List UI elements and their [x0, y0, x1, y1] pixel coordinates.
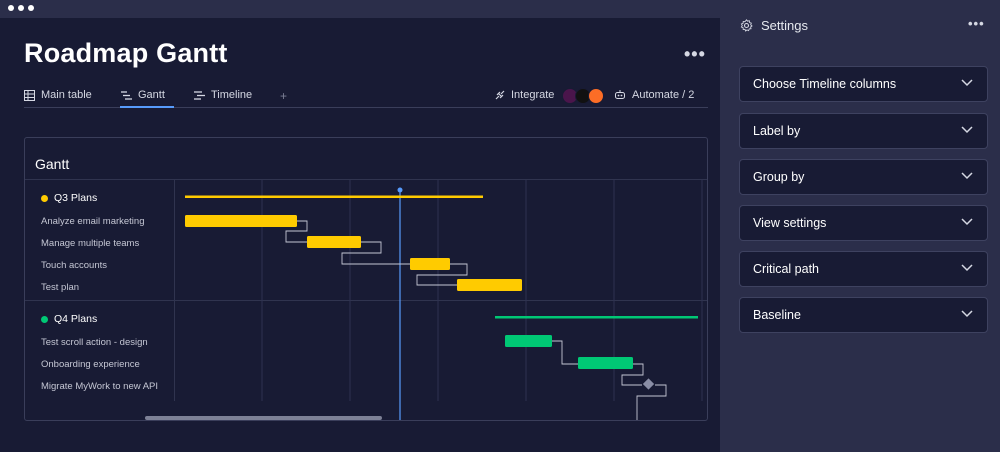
- robot-icon: [615, 90, 625, 99]
- window-dot-icon[interactable]: [8, 5, 14, 11]
- active-tab-indicator: [120, 106, 174, 108]
- settings-section-view-settings[interactable]: View settings: [739, 205, 988, 241]
- today-marker-dot: [397, 187, 403, 193]
- tab-label: Timeline: [211, 89, 253, 101]
- milestone-diamond[interactable]: [642, 378, 655, 390]
- group-summary-bar-q4[interactable]: [495, 316, 698, 319]
- group-label-q3[interactable]: Q3 Plans: [41, 192, 97, 204]
- integrate-button[interactable]: Integrate: [494, 89, 554, 101]
- section-label: Critical path: [753, 262, 819, 276]
- header-divider: [25, 179, 707, 180]
- window-dot-icon[interactable]: [18, 5, 24, 11]
- gantt-icon: [121, 90, 132, 100]
- chevron-down-icon: [961, 264, 973, 272]
- section-label: Group by: [753, 170, 805, 184]
- gitlab-icon: [588, 88, 604, 104]
- chevron-down-icon: [961, 218, 973, 226]
- task-bar[interactable]: [410, 258, 450, 270]
- task-bar[interactable]: [578, 357, 633, 369]
- settings-header: Settings: [740, 16, 808, 34]
- window-controls[interactable]: [8, 5, 34, 11]
- chevron-down-icon: [961, 310, 973, 318]
- gantt-chart-area[interactable]: [25, 138, 708, 421]
- integrate-label: Integrate: [511, 89, 555, 101]
- tab-timeline[interactable]: Timeline: [194, 89, 252, 101]
- settings-section-baseline[interactable]: Baseline: [739, 297, 988, 333]
- chevron-down-icon: [961, 172, 973, 180]
- gantt-title: Gantt: [35, 156, 70, 172]
- item-label[interactable]: Test plan: [41, 282, 80, 293]
- task-bar[interactable]: [457, 279, 522, 291]
- tab-gantt[interactable]: Gantt: [121, 89, 165, 101]
- item-label[interactable]: Analyze email marketing: [41, 216, 145, 227]
- section-label: Label by: [753, 124, 801, 138]
- integrate-icon: [495, 90, 505, 100]
- horizontal-scrollbar[interactable]: [145, 416, 382, 420]
- group-summary-bar-q3[interactable]: [185, 195, 483, 199]
- label-column-divider: [174, 179, 175, 401]
- tab-main-table[interactable]: Main table: [24, 89, 92, 101]
- group-name: Q3 Plans: [54, 192, 98, 204]
- group-divider: [25, 300, 707, 301]
- more-options-icon[interactable]: •••: [684, 44, 706, 64]
- add-view-button[interactable]: +: [280, 89, 288, 103]
- section-label: Baseline: [753, 308, 801, 322]
- automate-button[interactable]: Automate / 2: [614, 89, 694, 101]
- timeline-icon: [194, 90, 205, 100]
- item-label[interactable]: Manage multiple teams: [41, 238, 140, 249]
- settings-title: Settings: [761, 17, 808, 33]
- task-bar[interactable]: [505, 335, 552, 347]
- page-title: Roadmap Gantt: [24, 38, 228, 68]
- view-tabs: Main table Gantt Timeline +: [24, 86, 708, 108]
- integration-logos[interactable]: [562, 88, 604, 104]
- chevron-down-icon: [961, 79, 973, 87]
- task-bar[interactable]: [307, 236, 361, 248]
- window-dot-icon[interactable]: [28, 5, 34, 11]
- automate-label: Automate / 2: [632, 89, 695, 101]
- section-label: View settings: [753, 216, 827, 230]
- group-color-dot: [41, 194, 48, 202]
- tab-label: Main table: [41, 89, 92, 101]
- dependency-lines: [285, 220, 667, 420]
- item-label[interactable]: Touch accounts: [41, 260, 108, 271]
- section-label: Choose Timeline columns: [753, 77, 897, 91]
- item-label[interactable]: Migrate MyWork to new API: [41, 381, 159, 392]
- task-bar[interactable]: [185, 215, 297, 227]
- item-label[interactable]: Test scroll action - design: [41, 337, 148, 348]
- chevron-down-icon: [961, 126, 973, 134]
- gantt-widget: Gantt Q3 Plans Analyze email marketing M…: [24, 137, 708, 421]
- settings-more-icon[interactable]: •••: [968, 16, 985, 31]
- settings-section-critical-path[interactable]: Critical path: [739, 251, 988, 287]
- settings-panel: Settings ••• Choose Timeline columns Lab…: [720, 0, 1000, 452]
- group-name: Q4 Plans: [54, 313, 98, 325]
- main-pane: Roadmap Gantt ••• Main table Gantt Timel…: [0, 18, 720, 452]
- tab-label: Gantt: [138, 89, 165, 101]
- group-color-dot: [41, 315, 48, 323]
- settings-section-group-by[interactable]: Group by: [739, 159, 988, 195]
- settings-section-label-by[interactable]: Label by: [739, 113, 988, 149]
- group-label-q4[interactable]: Q4 Plans: [41, 313, 97, 325]
- item-label[interactable]: Onboarding experience: [41, 359, 140, 370]
- settings-section-timeline-columns[interactable]: Choose Timeline columns: [739, 66, 988, 102]
- table-icon: [24, 89, 35, 101]
- gear-icon: [740, 18, 753, 32]
